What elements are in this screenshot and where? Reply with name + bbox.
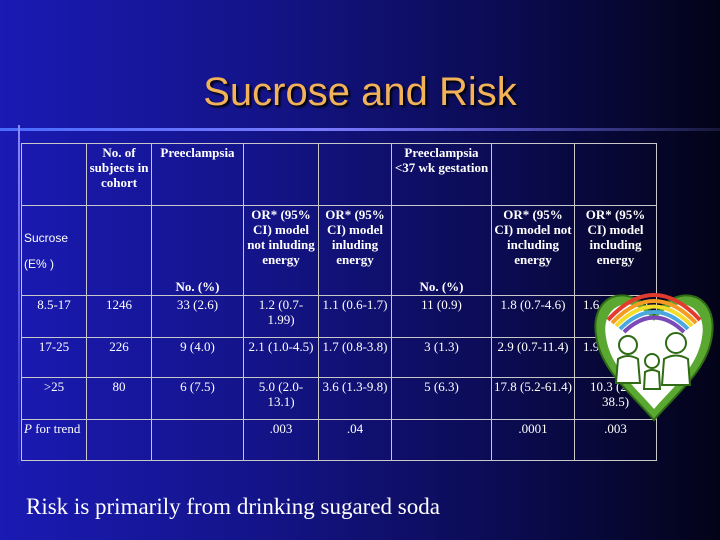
family-heart-logo-icon: [594, 293, 714, 422]
cell-subjects: 80: [86, 377, 152, 420]
header-empty-cell: [243, 143, 319, 206]
cell-empty: [151, 419, 244, 461]
table-row: >25 80 6 (7.5) 5.0 (2.0-13.1) 3.6 (1.3-9…: [21, 377, 657, 420]
cell-subjects: 226: [86, 337, 152, 378]
cell-pre-no: 9 (4.0): [151, 337, 244, 378]
table-row: 8.5-17 1246 33 (2.6) 1.2 (0.7-1.99) 1.1 …: [21, 295, 657, 338]
ptrend-label-rest: for trend: [31, 421, 81, 436]
header-row-1: No. of subjects in cohort Preeclampsia P…: [21, 143, 657, 206]
header-empty-cell: [86, 205, 152, 296]
cell-subjects: 1246: [86, 295, 152, 338]
slide-title: Sucrose and Risk: [203, 70, 517, 114]
cell-sucrose: >25: [21, 377, 87, 420]
cell-pre37-or-not: 17.8 (5.2-61.4): [491, 377, 575, 420]
cell-pre-or-not: 1.2 (0.7-1.99): [243, 295, 319, 338]
header-preeclampsia: Preeclampsia: [151, 143, 244, 206]
cell-ptrend-pre37-or-not: .0001: [491, 419, 575, 461]
cell-ptrend-label: P for trend: [21, 419, 87, 461]
sucrose-risk-table: No. of subjects in cohort Preeclampsia P…: [21, 143, 657, 461]
cell-pre-or-not: 2.1 (1.0-4.5): [243, 337, 319, 378]
cell-pre-or-incl: 1.7 (0.8-3.8): [318, 337, 392, 378]
cell-pre37-or-not: 1.8 (0.7-4.6): [491, 295, 575, 338]
sucrose-label-line1: Sucrose: [24, 230, 69, 245]
sucrose-label-line2: (E% ): [24, 256, 54, 271]
header-row-2: Sucrose (E% ) No. (%) OR* (95% CI) model…: [21, 205, 657, 296]
header-or-incl-2: OR* (95% CI) model including energy: [574, 205, 657, 296]
cell-pre-or-incl: 1.1 (0.6-1.7): [318, 295, 392, 338]
ptrend-label-p: P: [24, 421, 32, 436]
header-empty-cell: [574, 143, 657, 206]
cell-pre37-no: 5 (6.3): [391, 377, 492, 420]
header-or-incl-1: OR* (95% CI) model inluding energy: [318, 205, 392, 296]
cell-ptrend-pre-or-incl: .04: [318, 419, 392, 461]
left-accent-stripe: [18, 125, 20, 465]
table-row: 17-25 226 9 (4.0) 2.1 (1.0-4.5) 1.7 (0.8…: [21, 337, 657, 378]
cell-empty: [391, 419, 492, 461]
header-empty-cell: [318, 143, 392, 206]
header-or-not-incl-1: OR* (95% CI) model not inluding energy: [243, 205, 319, 296]
title-divider-stripe: [0, 128, 720, 131]
cell-pre37-or-not: 2.9 (0.7-11.4): [491, 337, 575, 378]
cell-pre-or-not: 5.0 (2.0-13.1): [243, 377, 319, 420]
cell-empty: [86, 419, 152, 461]
header-or-not-incl-2: OR* (95% CI) model not including energy: [491, 205, 575, 296]
cell-pre37-no: 11 (0.9): [391, 295, 492, 338]
slide-footer-note: Risk is primarily from drinking sugared …: [26, 494, 440, 519]
cell-pre-no: 6 (7.5): [151, 377, 244, 420]
cell-pre-or-incl: 3.6 (1.3-9.8): [318, 377, 392, 420]
cell-pre-no: 33 (2.6): [151, 295, 244, 338]
header-preeclampsia-37wk: Preeclampsia <37 wk gestation: [391, 143, 492, 206]
cell-sucrose: 17-25: [21, 337, 87, 378]
cell-ptrend-pre-or-not: .003: [243, 419, 319, 461]
header-no-pct-1: No. (%): [151, 205, 244, 296]
table-row-ptrend: P for trend .003 .04 .0001 .003: [21, 419, 657, 461]
cell-pre37-no: 3 (1.3): [391, 337, 492, 378]
header-sucrose-label: Sucrose (E% ): [21, 205, 87, 296]
header-no-pct-2: No. (%): [391, 205, 492, 296]
cell-sucrose: 8.5-17: [21, 295, 87, 338]
header-empty-cell: [491, 143, 575, 206]
header-subjects: No. of subjects in cohort: [86, 143, 152, 206]
header-empty-cell: [21, 143, 87, 206]
cell-ptrend-pre37-or-incl: .003: [574, 419, 657, 461]
